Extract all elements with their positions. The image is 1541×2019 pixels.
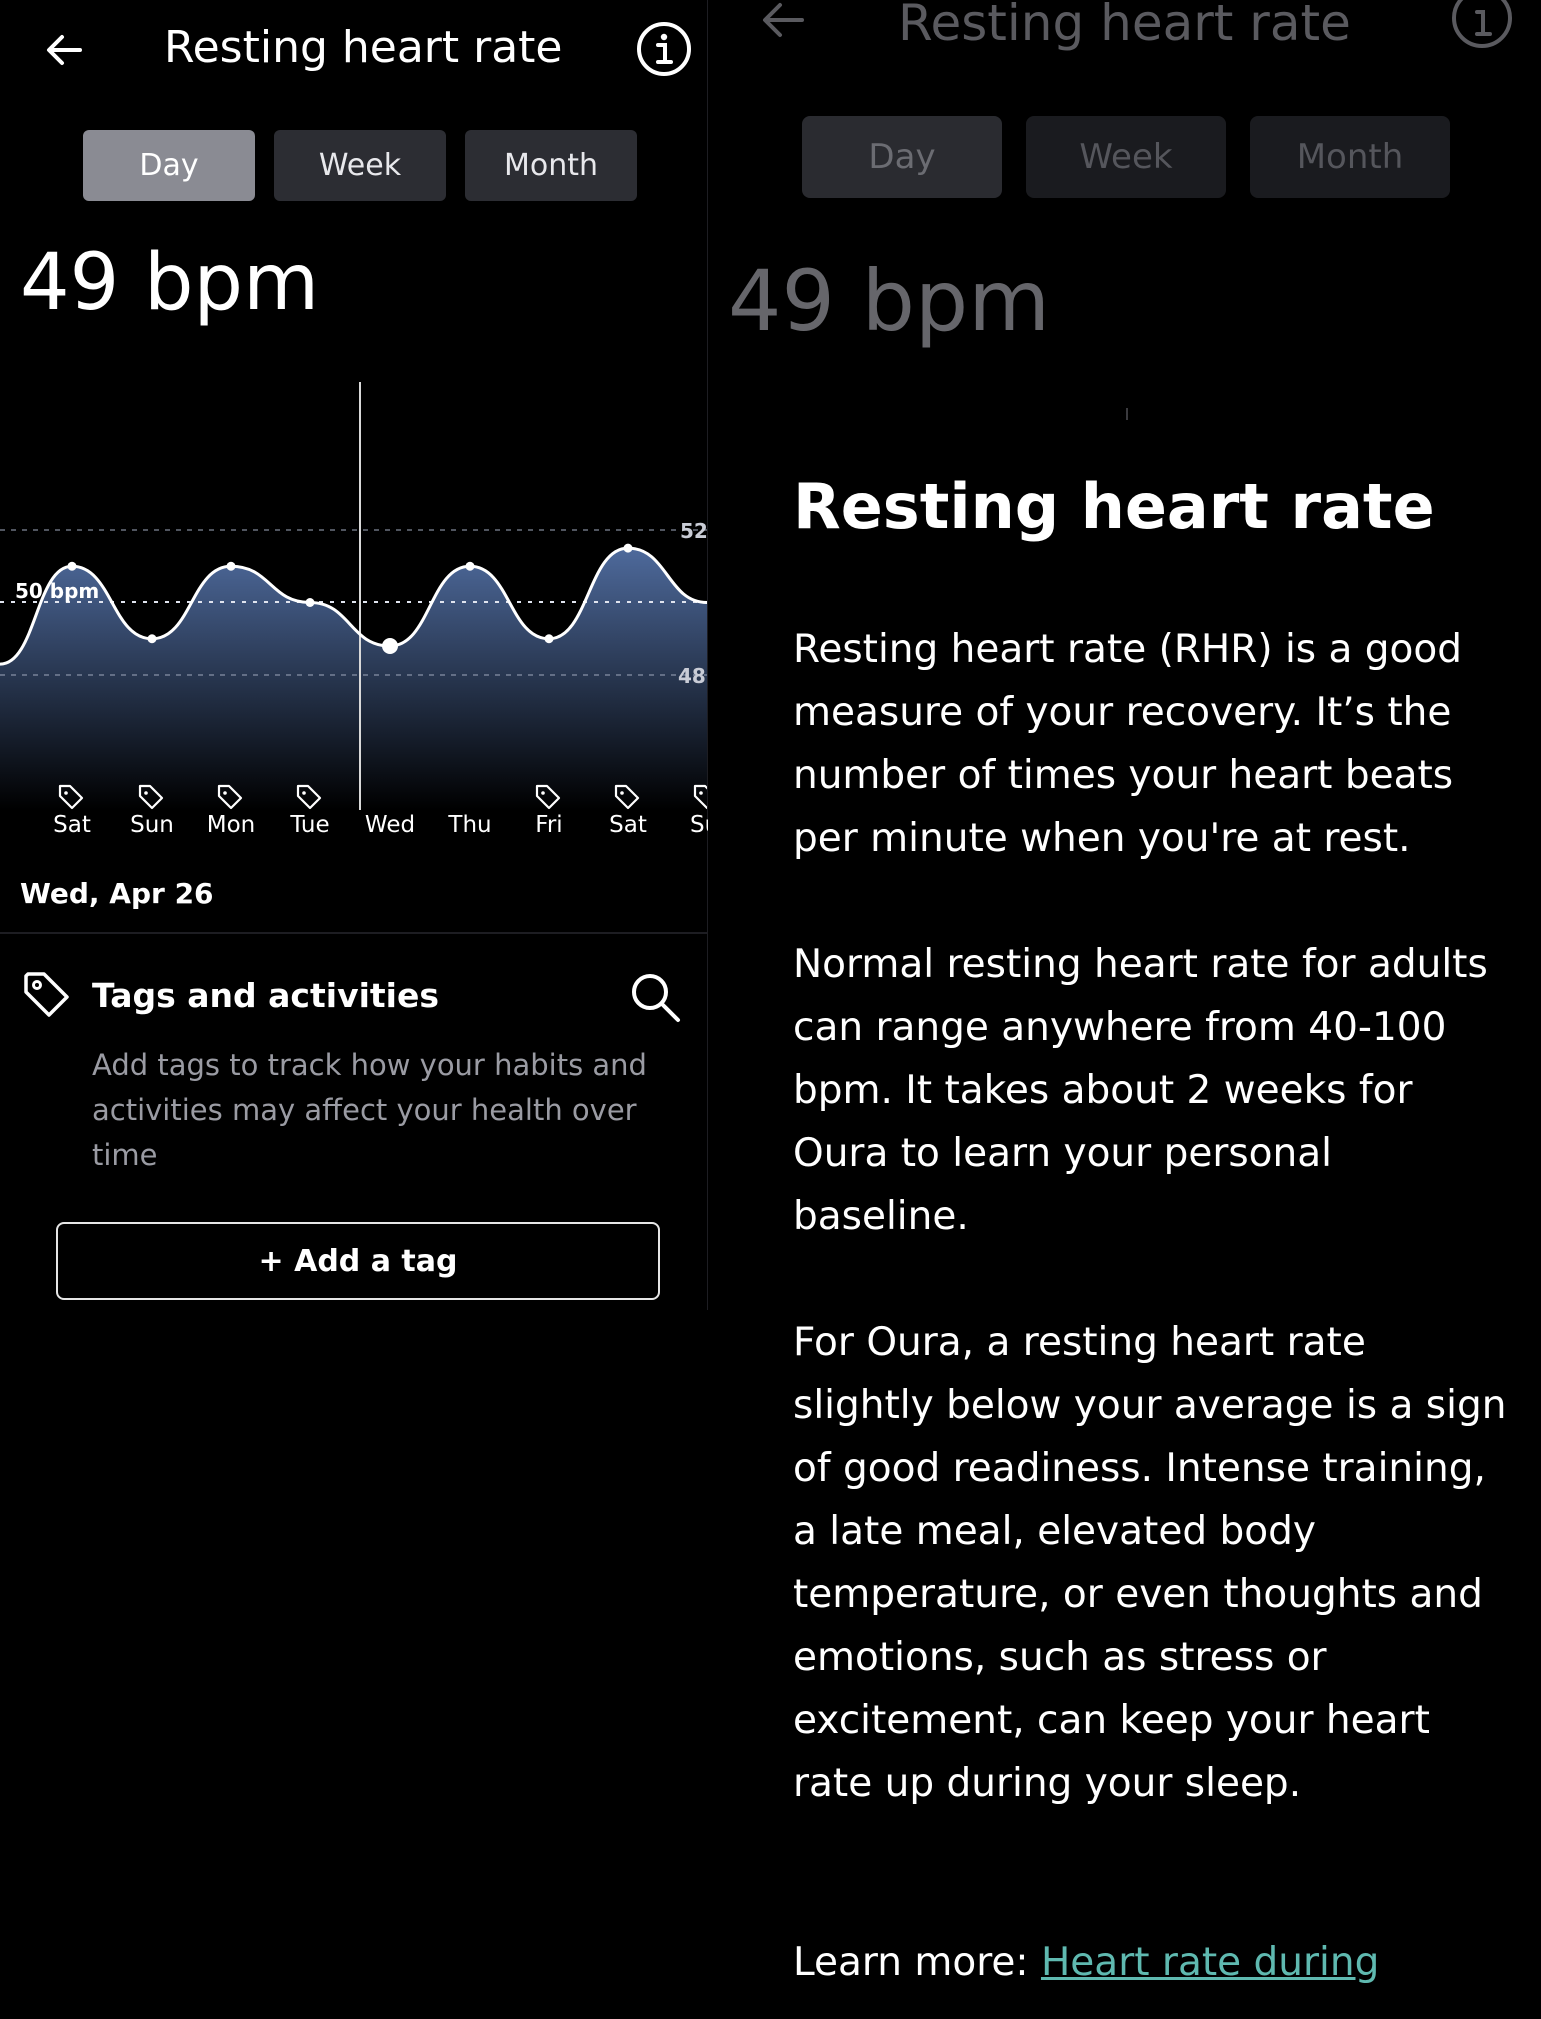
- baseline-label: 50 bpm: [15, 579, 99, 603]
- data-point[interactable]: [544, 634, 554, 644]
- divider: [0, 932, 707, 934]
- day-tag-icon-dot: [620, 791, 624, 795]
- day-tag-icon-dot: [699, 791, 703, 795]
- day-tag-icon-dot: [64, 791, 68, 795]
- day-tag-icon: [535, 784, 561, 810]
- day-label[interactable]: Thu: [448, 812, 492, 838]
- day-tag-icon-dot: [302, 791, 306, 795]
- day-label[interactable]: Sun: [130, 812, 174, 838]
- tab-week[interactable]: Week: [274, 130, 446, 201]
- day-label[interactable]: Mon: [206, 812, 256, 838]
- data-point[interactable]: [67, 561, 77, 571]
- data-point[interactable]: [305, 598, 315, 607]
- info-icon: [637, 22, 691, 76]
- day-label[interactable]: Fri: [535, 812, 563, 838]
- tab-day-dimmed[interactable]: Day: [802, 116, 1002, 198]
- data-point[interactable]: [147, 634, 157, 644]
- arrow-left-icon: [47, 35, 82, 65]
- chart-area: [0, 548, 707, 810]
- dimmed-current-value: 49 bpm: [728, 252, 1051, 350]
- selected-date: Wed, Apr 26: [20, 877, 214, 910]
- day-tag-icon-dot: [541, 791, 545, 795]
- day-tag-icon: [138, 784, 164, 810]
- info-overlay-screen: Resting heart rate Day Week Month 49 bpm…: [708, 0, 1541, 2019]
- tags-description: Add tags to track how your habits and ac…: [92, 1048, 647, 1172]
- info-paragraph-2: Normal resting heart rate for adults can…: [793, 942, 1488, 1239]
- info-title: Resting heart rate: [793, 470, 1435, 543]
- data-point[interactable]: [226, 561, 236, 571]
- selected-point[interactable]: [382, 638, 398, 654]
- info-icon[interactable]: [1450, 0, 1514, 58]
- day-tag-icon: [693, 784, 707, 810]
- tab-month-dimmed[interactable]: Month: [1250, 116, 1450, 198]
- day-label[interactable]: Sat: [609, 812, 647, 838]
- day-tag-icon-dot: [223, 791, 227, 795]
- dimmed-page-title: Resting heart rate: [898, 0, 1351, 52]
- current-value: 49 bpm: [20, 238, 320, 328]
- y-label-52: 52: [680, 519, 707, 543]
- tags-title: Tags and activities: [92, 976, 439, 1015]
- day-tag-icon: [217, 784, 243, 810]
- data-point[interactable]: [465, 561, 475, 571]
- day-tag-icon: [58, 784, 84, 810]
- rhr-screen: Resting heart rate Day Week Month 49 bpm…: [0, 0, 710, 1310]
- arrow-left-icon[interactable]: [758, 0, 808, 44]
- tab-month[interactable]: Month: [465, 130, 637, 201]
- rhr-chart[interactable]: 50 bpm 52 48: [0, 370, 707, 810]
- info-button[interactable]: [634, 19, 694, 79]
- search-icon[interactable]: [628, 970, 684, 1026]
- y-label-48: 48: [678, 664, 706, 688]
- add-tag-button[interactable]: + Add a tag: [56, 1222, 660, 1300]
- tab-day[interactable]: Day: [83, 130, 255, 201]
- back-button[interactable]: [34, 20, 94, 80]
- page-title: Resting heart rate: [164, 22, 563, 73]
- data-point[interactable]: [623, 543, 633, 553]
- day-label[interactable]: Tue: [290, 812, 330, 838]
- day-tag-icon-dot: [144, 791, 148, 795]
- sheet-handle[interactable]: [1126, 408, 1128, 420]
- chart-line: [0, 546, 707, 666]
- tab-week-dimmed[interactable]: Week: [1026, 116, 1226, 198]
- day-label[interactable]: Sat: [53, 812, 91, 838]
- day-tag-icon: [296, 784, 322, 810]
- learn-more: Learn more: Heart rate during: [793, 1940, 1379, 1985]
- learn-more-link[interactable]: Heart rate during: [1040, 1940, 1380, 1985]
- day-tag-icon: [614, 784, 640, 810]
- tag-icon: [24, 972, 69, 1017]
- info-paragraph-1: Resting heart rate (RHR) is a good measu…: [793, 627, 1463, 861]
- day-label[interactable]: Wed: [364, 812, 416, 838]
- info-paragraph-3: For Oura, a resting heart rate slightly …: [793, 1320, 1507, 1806]
- day-label[interactable]: Su: [690, 812, 710, 838]
- learn-more-label: Learn more:: [793, 1940, 1041, 1985]
